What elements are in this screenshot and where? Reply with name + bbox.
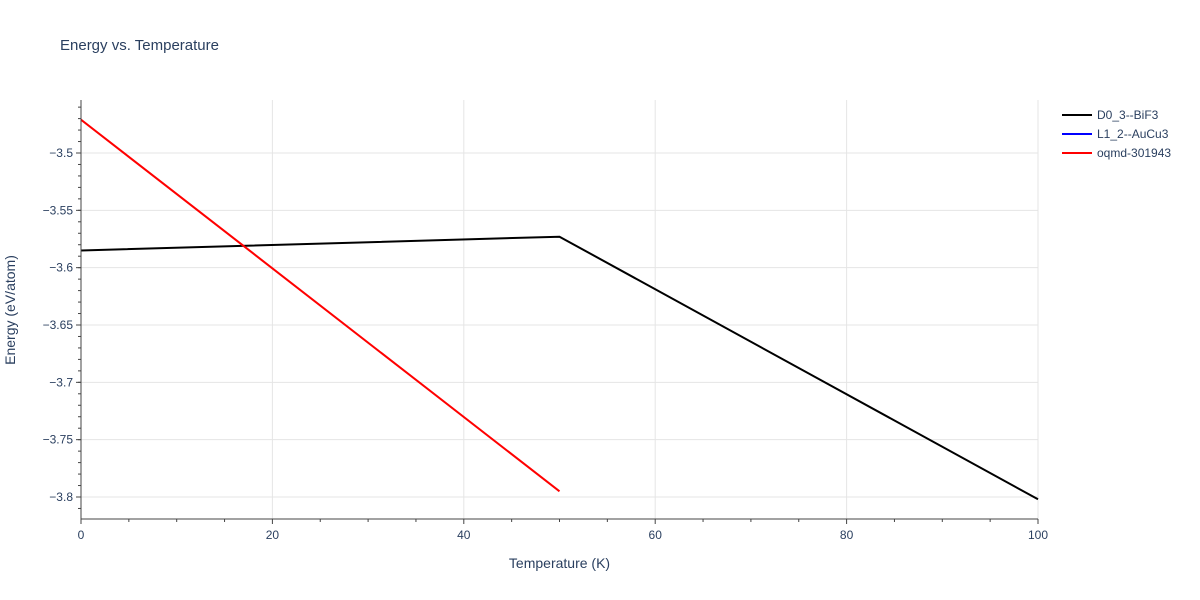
y-tick-label: −3.65 — [43, 318, 74, 332]
y-tick-label: −3.8 — [49, 490, 73, 504]
y-tick-label: −3.7 — [49, 375, 73, 389]
series-line-oqmd-301943 — [80, 118, 561, 493]
y-tick-label: −3.75 — [43, 433, 74, 447]
legend-item[interactable]: oqmd-301943 — [1062, 146, 1171, 160]
chart-title: Energy vs. Temperature — [60, 37, 219, 54]
legend-label: D0_3--BiF3 — [1097, 108, 1159, 122]
x-tick-label: 80 — [840, 528, 854, 542]
x-tick-label: 40 — [457, 528, 471, 542]
y-axis-title: Energy (eV/atom) — [2, 255, 18, 365]
x-tick-label: 100 — [1028, 528, 1048, 542]
series-line-D0_3--BiF3 — [80, 235, 1039, 501]
legend-label: L1_2--AuCu3 — [1097, 127, 1169, 141]
legend-label: oqmd-301943 — [1097, 146, 1171, 160]
legend-item[interactable]: D0_3--BiF3 — [1062, 108, 1159, 122]
y-tick-label: −3.5 — [49, 146, 73, 160]
x-axis-title: Temperature (K) — [509, 555, 610, 571]
plot-area — [80, 118, 1039, 501]
y-tick-label: −3.6 — [49, 261, 73, 275]
x-tick-label: 60 — [649, 528, 663, 542]
legend[interactable]: D0_3--BiF3 L1_2--AuCu3 oqmd-301943 — [1062, 108, 1171, 160]
grid — [81, 100, 1039, 519]
y-tick-label: −3.55 — [43, 203, 74, 217]
x-tick-label: 20 — [266, 528, 280, 542]
x-tick-label: 0 — [78, 528, 85, 542]
legend-item[interactable]: L1_2--AuCu3 — [1062, 127, 1169, 141]
axes: 0 20 40 60 80 100 −3.5 −3.55 −3.6 −3.65 −3.7 −3.75 −… — [43, 100, 1048, 542]
